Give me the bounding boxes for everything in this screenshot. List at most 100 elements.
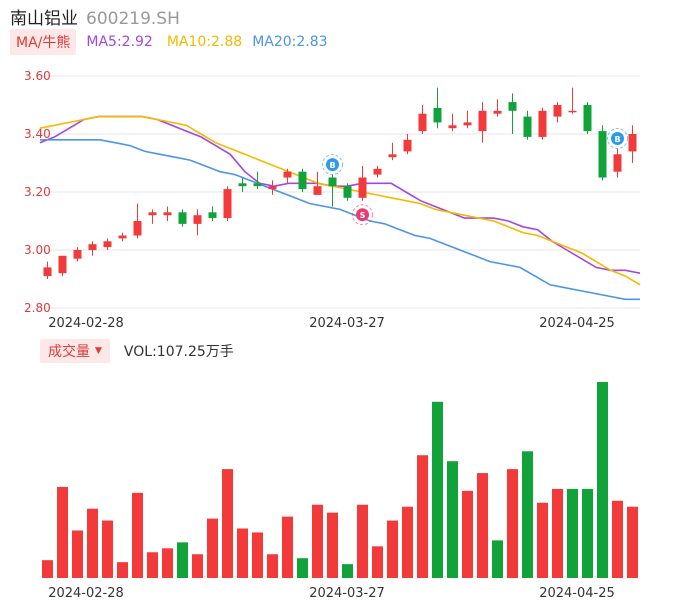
volume-bar (72, 530, 83, 578)
candle (478, 102, 487, 143)
candle-body (298, 171, 307, 190)
candle-body (343, 186, 352, 198)
candle (223, 186, 232, 221)
price-grid (40, 75, 640, 309)
candle (178, 209, 187, 227)
candle (238, 177, 247, 192)
volume-bar (312, 504, 323, 578)
volume-indicator-dropdown[interactable]: 成交量 ▼ (40, 339, 110, 363)
candle (628, 125, 637, 163)
volume-bar (327, 512, 338, 578)
candle (583, 102, 592, 134)
candle (448, 113, 457, 132)
volume-toggle-label: 成交量 (48, 344, 90, 360)
price-tick-label: 3.40 (24, 127, 51, 141)
candle (523, 110, 532, 140)
candle (298, 168, 307, 192)
volume-bar (372, 546, 383, 578)
candle-body (118, 235, 127, 239)
price-date-labels: 2024-02-28 2024-03-27 2024-04-25 (48, 316, 615, 331)
candle (388, 142, 397, 161)
stock-code: 600219.SH (86, 9, 180, 29)
candle-body (328, 177, 337, 187)
candle (73, 247, 82, 262)
candle-body (613, 154, 622, 172)
volume-bar (492, 540, 503, 578)
volume-bar (42, 560, 53, 578)
volume-date-labels: 2024-02-28 2024-03-27 2024-04-25 (48, 586, 615, 601)
candle (493, 99, 502, 117)
marker-halo (607, 128, 628, 149)
volume-bar (537, 502, 548, 578)
candle-body (58, 255, 67, 274)
volume-bar (192, 554, 203, 578)
volume-bar (612, 500, 623, 578)
ma20-line (40, 139, 640, 301)
candle (58, 255, 67, 277)
volume-bar (252, 532, 263, 578)
candle-body (208, 212, 217, 219)
candle (433, 87, 442, 129)
candle (403, 134, 412, 155)
price-tick-label: 3.00 (24, 243, 51, 257)
candle (508, 93, 517, 134)
candle-body (193, 215, 202, 224)
candle-body (103, 241, 112, 248)
price-tick-label: 2.80 (24, 301, 51, 315)
volume-bar (507, 469, 518, 578)
candle-body (478, 110, 487, 132)
moving-average-lines (39, 115, 641, 301)
candle (463, 110, 472, 129)
volume-bar (297, 558, 308, 578)
marker-label: S (360, 211, 366, 220)
volume-bar (237, 528, 248, 578)
marker-label: B (614, 135, 620, 144)
candle (328, 174, 337, 207)
candle (598, 125, 607, 181)
candle-body (223, 189, 232, 219)
volume-bar (162, 548, 173, 578)
volume-bar (387, 520, 398, 578)
price-tick-label: 3.20 (24, 185, 51, 199)
volume-bar (132, 492, 143, 578)
ma-indicator-toggle-button[interactable]: MA/牛熊 (10, 29, 77, 55)
trade-markers: B S B (322, 128, 628, 226)
candle (343, 183, 352, 201)
volume-date-label: 2024-02-28 (48, 586, 124, 601)
candle-body (253, 183, 262, 187)
candle-body (508, 102, 517, 111)
volume-bar (582, 488, 593, 578)
volume-bar (117, 562, 128, 578)
candle-body (598, 131, 607, 178)
marker-dot (356, 208, 369, 222)
volume-bar (222, 469, 233, 578)
candle (418, 105, 427, 134)
candle-body (628, 134, 637, 152)
candle (88, 241, 97, 256)
volume-bar (597, 381, 608, 578)
volume-bar (477, 473, 488, 578)
volume-bar (282, 516, 293, 578)
candle (103, 238, 112, 250)
candle-body (73, 250, 82, 259)
candle (373, 165, 382, 178)
price-axis-labels: 3.60 3.40 3.20 3.00 2.80 (24, 69, 51, 315)
volume-bar (522, 451, 533, 578)
marker-halo (322, 154, 343, 176)
candle (118, 232, 127, 242)
candle-body (583, 105, 592, 132)
candle-body (43, 267, 52, 277)
volume-bar (87, 508, 98, 578)
volume-bar (627, 506, 638, 578)
candle-body (238, 183, 247, 187)
candle-body (88, 244, 97, 250)
candle (268, 180, 277, 195)
candle (253, 171, 262, 190)
volume-bars (42, 381, 638, 578)
volume-legend-row: 成交量 ▼ VOL:107.25万手 (40, 339, 234, 363)
price-date-label: 2024-03-27 (309, 316, 385, 331)
volume-bar (552, 488, 563, 578)
volume-bar (417, 455, 428, 578)
volume-value: VOL:107.25万手 (123, 344, 234, 360)
